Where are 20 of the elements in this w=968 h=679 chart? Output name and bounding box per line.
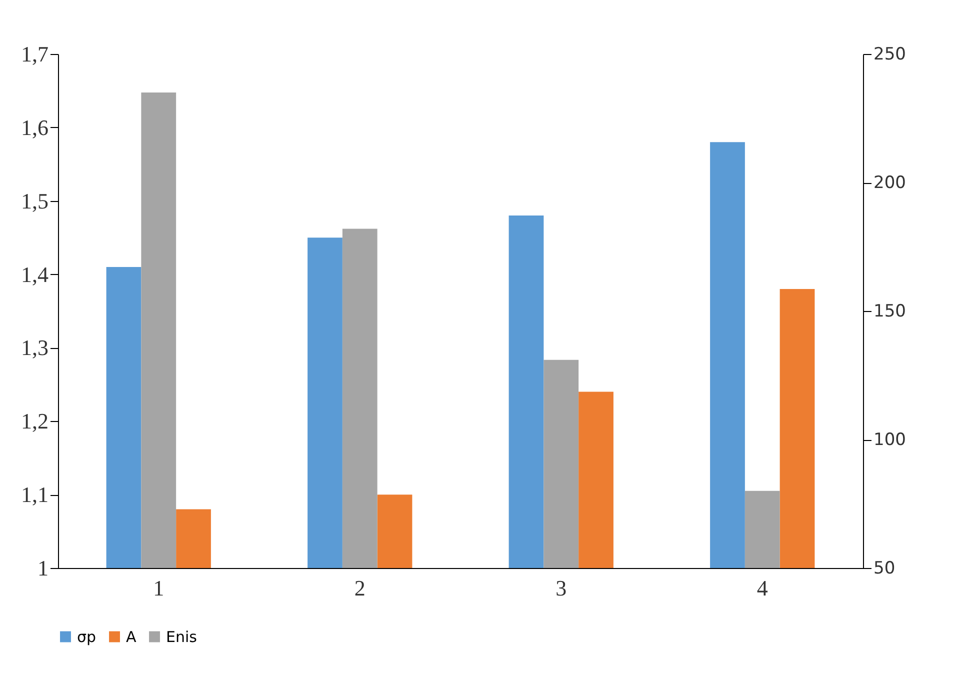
y-tick-label: 1,3 bbox=[21, 335, 48, 360]
y2-tick-label: 150 bbox=[874, 302, 906, 322]
y-tick-label: 1,2 bbox=[21, 408, 48, 434]
y-tick-label: 1,7 bbox=[21, 42, 48, 66]
y2-tick-label: 250 bbox=[874, 44, 906, 64]
legend-label: A bbox=[126, 628, 137, 646]
x-tick-label: 1 bbox=[153, 576, 164, 600]
y-tick-label: 1 bbox=[38, 556, 48, 580]
y2-tick-label: 50 bbox=[874, 558, 896, 578]
legend-label: Enis bbox=[166, 628, 198, 646]
y-tick-label: 1,6 bbox=[21, 114, 48, 140]
x-tick-label: 2 bbox=[354, 576, 366, 600]
y2-tick-label: 200 bbox=[874, 173, 906, 193]
y-tick-label: 1,1 bbox=[21, 482, 48, 508]
y-tick-label: 1,4 bbox=[21, 262, 48, 287]
y-tick-label: 1,5 bbox=[21, 188, 48, 214]
y2-tick-label: 100 bbox=[874, 430, 906, 450]
x-tick-label: 4 bbox=[756, 576, 768, 600]
legend-label: σp bbox=[77, 628, 96, 646]
x-tick-label: 3 bbox=[556, 576, 567, 600]
